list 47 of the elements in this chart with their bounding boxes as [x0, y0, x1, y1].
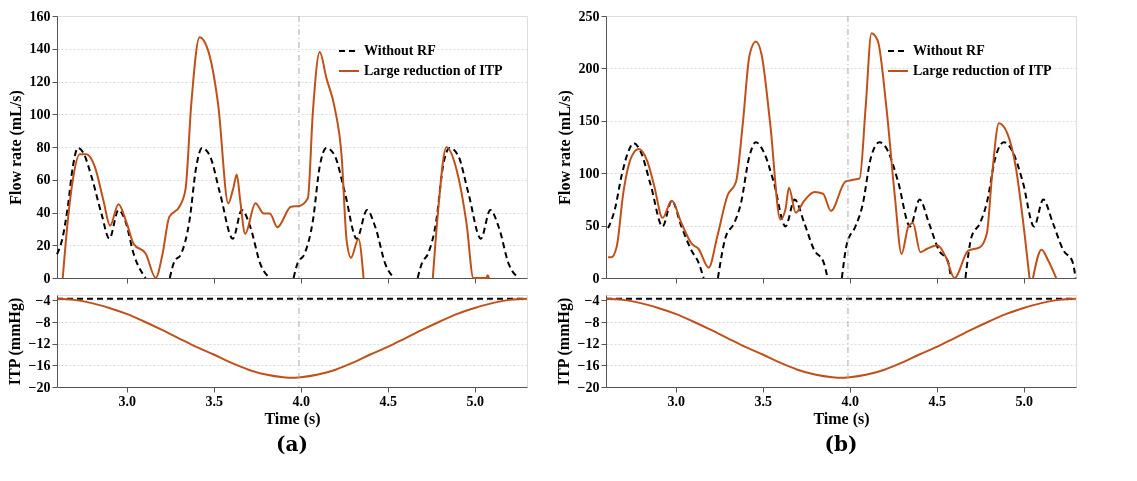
legend-label: Large reduction of ITP: [913, 63, 1053, 78]
y-tick-label: −16: [28, 357, 51, 373]
x-tick-label: 4.0: [292, 393, 310, 409]
y-tick-label: −16: [577, 357, 600, 373]
y-tick-label: −12: [28, 336, 51, 352]
y-axis-title: Flow rate (mL/s): [6, 90, 25, 205]
x-axis-title: Time (s): [264, 409, 321, 428]
y-tick-label: 100: [29, 106, 51, 122]
y-tick-label: −4: [584, 292, 600, 308]
x-tick-label: 3.5: [205, 393, 223, 409]
y-axis-title: ITP (mmHg): [5, 297, 24, 386]
y-tick-label: 80: [36, 139, 51, 155]
y-tick-label: 0: [43, 270, 51, 286]
y-tick-label: 200: [578, 60, 600, 76]
y-tick-label: 50: [585, 218, 600, 234]
y-tick-label: 60: [36, 172, 51, 188]
y-tick-label: −12: [577, 336, 600, 352]
legend-label: Without RF: [913, 43, 985, 58]
text: (a): [276, 432, 308, 456]
y-tick-label: 120: [29, 74, 51, 89]
x-tick-label: 5.0: [466, 393, 485, 409]
y-tick-label: 250: [578, 8, 600, 24]
y-tick-label: −20: [577, 379, 600, 395]
text: (b): [824, 432, 858, 456]
y-tick-label: 0: [592, 270, 600, 286]
y-tick-label: 160: [29, 8, 51, 24]
x-tick-label: 3.0: [667, 393, 685, 409]
x-tick-label: 3.0: [118, 393, 136, 409]
legend-label: Without RF: [364, 43, 436, 58]
y-tick-label: −8: [584, 314, 600, 330]
x-axis-title: Time (s): [813, 409, 870, 428]
y-axis-title: ITP (mmHg): [554, 297, 573, 386]
x-tick-label: 4.5: [928, 393, 946, 409]
y-tick-label: 20: [36, 237, 51, 253]
y-tick-label: 40: [36, 205, 51, 220]
y-tick-label: 150: [578, 113, 600, 129]
y-axis-title: Flow rate (mL/s): [555, 90, 574, 205]
y-tick-label: −4: [35, 292, 51, 308]
y-tick-label: −20: [28, 379, 51, 395]
y-tick-label: 140: [29, 41, 51, 57]
y-tick-label: −8: [35, 314, 51, 330]
y-tick-label: 100: [578, 165, 600, 181]
x-tick-label: 5.0: [1015, 393, 1034, 409]
x-tick-label: 4.5: [379, 393, 397, 409]
x-tick-label: 4.0: [841, 393, 859, 409]
legend-label: Large reduction of ITP: [364, 63, 504, 78]
x-tick-label: 3.5: [754, 393, 772, 409]
